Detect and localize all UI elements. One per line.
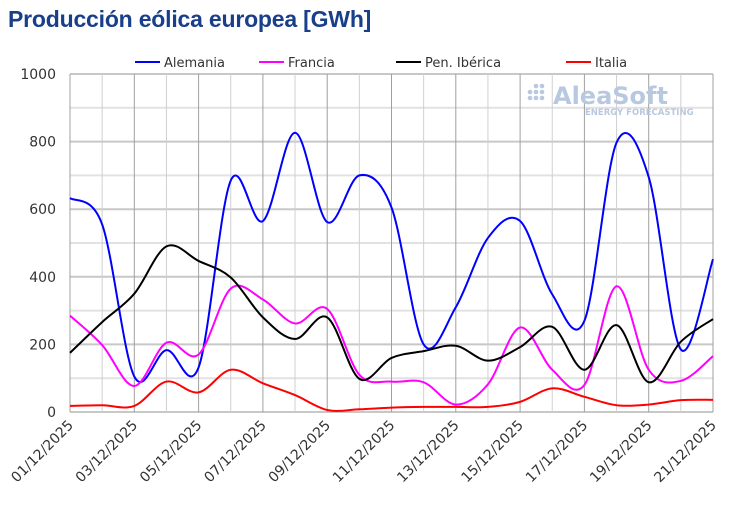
watermark-tagline: ENERGY FORECASTING	[585, 108, 694, 118]
y-tick-label: 400	[29, 270, 56, 286]
series-line-italia	[69, 368, 714, 412]
aleasoft-logo	[527, 83, 545, 101]
y-tick-label: 1000	[20, 67, 56, 83]
series-line-alemania	[69, 131, 714, 383]
y-tick-label: 800	[29, 135, 56, 151]
x-tick-label: 15/12/2025	[459, 418, 527, 486]
x-tick-label: 09/12/2025	[266, 418, 334, 486]
series-line-pen-ib-rica	[69, 244, 714, 384]
y-tick-label: 200	[29, 337, 56, 353]
x-tick-label: 05/12/2025	[137, 418, 205, 486]
chart-title: Producción eólica europea [GWh]	[8, 6, 372, 32]
legend-label: Alemania	[164, 56, 225, 71]
x-tick-label: 07/12/2025	[201, 418, 269, 486]
y-tick-label: 600	[29, 202, 56, 218]
legend-label: Francia	[288, 56, 335, 71]
x-tick-label: 13/12/2025	[394, 418, 462, 486]
y-tick-label: 0	[47, 405, 56, 421]
x-tick-label: 21/12/2025	[651, 418, 719, 486]
x-tick-label: 01/12/2025	[8, 418, 76, 486]
series-line-francia	[69, 284, 714, 406]
x-tick-label: 03/12/2025	[73, 418, 141, 486]
x-tick-label: 19/12/2025	[587, 418, 655, 486]
legend-label: Pen. Ibérica	[425, 56, 501, 71]
x-tick-label: 17/12/2025	[523, 418, 591, 486]
legend-label: Italia	[595, 56, 627, 71]
watermark-brand: AleaSoft	[553, 82, 668, 110]
x-tick-label: 11/12/2025	[330, 418, 398, 486]
